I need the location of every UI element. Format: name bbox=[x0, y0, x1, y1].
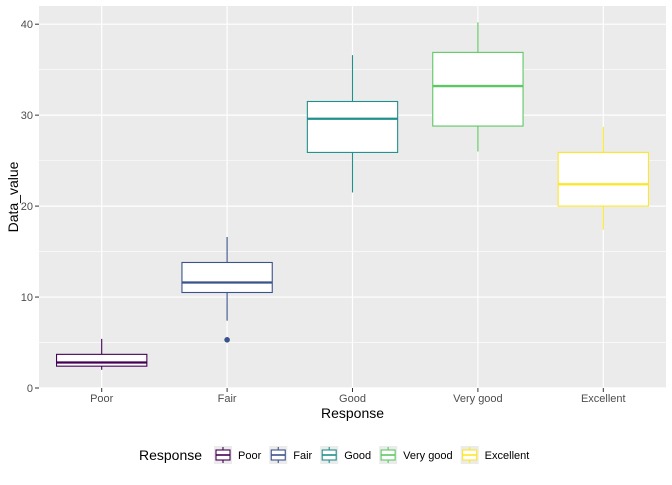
legend-title: Response bbox=[139, 447, 202, 463]
legend-label: Fair bbox=[293, 450, 312, 462]
y-tick-label: 40 bbox=[21, 19, 33, 31]
x-tick-label: Good bbox=[339, 393, 366, 405]
legend-label: Poor bbox=[238, 450, 262, 462]
y-axis: 0 10 20 30 40 bbox=[21, 19, 39, 395]
y-tick-label: 30 bbox=[21, 110, 33, 122]
x-tick-label: Very good bbox=[453, 393, 503, 405]
box-iqr bbox=[181, 261, 273, 294]
legend-item-very-good: Very good bbox=[379, 446, 453, 464]
box-iqr bbox=[306, 100, 399, 153]
box-iqr bbox=[56, 353, 148, 367]
y-axis-title: Data_value bbox=[5, 161, 21, 232]
legend-item-good: Good bbox=[320, 446, 371, 464]
legend-label: Excellent bbox=[485, 450, 530, 462]
legend-items: Poor Fair Good Very good Excellent bbox=[214, 446, 529, 464]
boxes bbox=[56, 22, 649, 370]
outlier-point bbox=[224, 336, 230, 343]
box-poor bbox=[56, 338, 148, 370]
legend-item-poor: Poor bbox=[214, 446, 262, 464]
y-tick-label: 0 bbox=[27, 383, 33, 395]
legend-label: Good bbox=[344, 450, 371, 462]
box-excellent bbox=[557, 126, 649, 230]
box-good bbox=[306, 55, 399, 193]
x-tick-label: Poor bbox=[90, 393, 114, 405]
y-tick-label: 20 bbox=[21, 201, 33, 213]
box-iqr bbox=[432, 51, 524, 127]
box-very-good bbox=[432, 22, 524, 152]
x-tick-label: Fair bbox=[218, 393, 237, 405]
legend-item-excellent: Excellent bbox=[460, 446, 530, 464]
legend: Response Poor Fair Good Very good Excellent bbox=[139, 446, 529, 464]
legend-label: Very good bbox=[403, 450, 453, 462]
y-tick-label: 10 bbox=[21, 292, 33, 304]
legend-item-fair: Fair bbox=[269, 446, 313, 464]
x-axis: Poor Fair Good Very good Excellent bbox=[90, 388, 626, 405]
box-fair bbox=[181, 237, 273, 343]
box-iqr bbox=[557, 151, 649, 207]
x-tick-label: Excellent bbox=[581, 393, 626, 405]
x-axis-title: Response bbox=[321, 405, 384, 421]
